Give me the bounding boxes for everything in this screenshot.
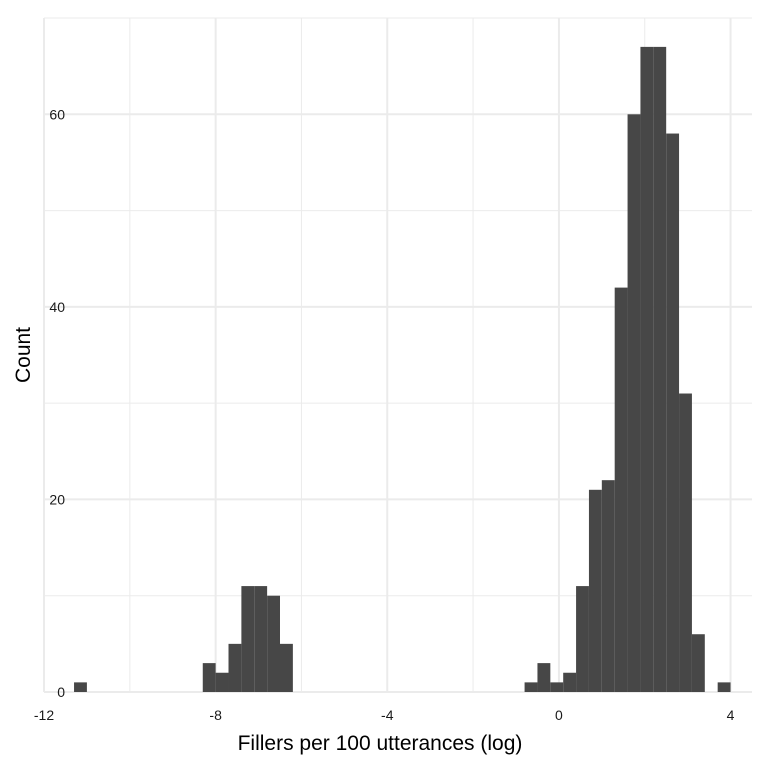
y-tick-label: 60 [49,106,65,122]
y-tick-label: 20 [49,491,65,507]
histogram-bar [640,46,654,692]
y-tick-label: 40 [49,299,65,315]
histogram-bar [588,489,602,692]
histogram-bar [74,682,87,692]
y-axis-title: Count [12,327,35,383]
histogram-bar [576,586,589,692]
histogram-bar [524,682,538,692]
histogram-bar [202,663,216,692]
histogram-bar [653,46,667,692]
histogram-bar [215,672,229,692]
major-gridlines [43,18,752,693]
x-tick-label: 0 [555,707,563,723]
x-axis-title: Fillers per 100 utterances (log) [238,732,523,755]
x-tick-label: -12 [34,707,54,723]
histogram-bar [614,287,628,692]
histogram-bar [228,643,242,692]
x-tick-label: -4 [381,707,394,723]
histogram-bar [267,595,280,692]
histogram-bar [537,663,551,692]
histogram-bar [563,672,577,692]
histogram-bar [241,586,255,692]
x-axis-tick-labels: -12 -8 -4 0 4 [34,707,735,723]
histogram-bar [601,480,615,692]
y-tick-label: 0 [57,684,65,700]
histogram-bar [666,133,680,693]
histogram-bar [280,643,293,692]
y-axis-tick-labels: 0 20 40 60 [49,106,65,700]
histogram-bar [679,393,692,692]
histogram-bars [74,46,731,693]
histogram-bar [717,682,731,692]
x-tick-label: -8 [209,707,222,723]
histogram-bar [254,586,268,692]
histogram-bar [550,682,564,692]
histogram-bar [627,114,641,693]
histogram-bar [691,634,705,692]
x-tick-label: 4 [727,707,735,723]
